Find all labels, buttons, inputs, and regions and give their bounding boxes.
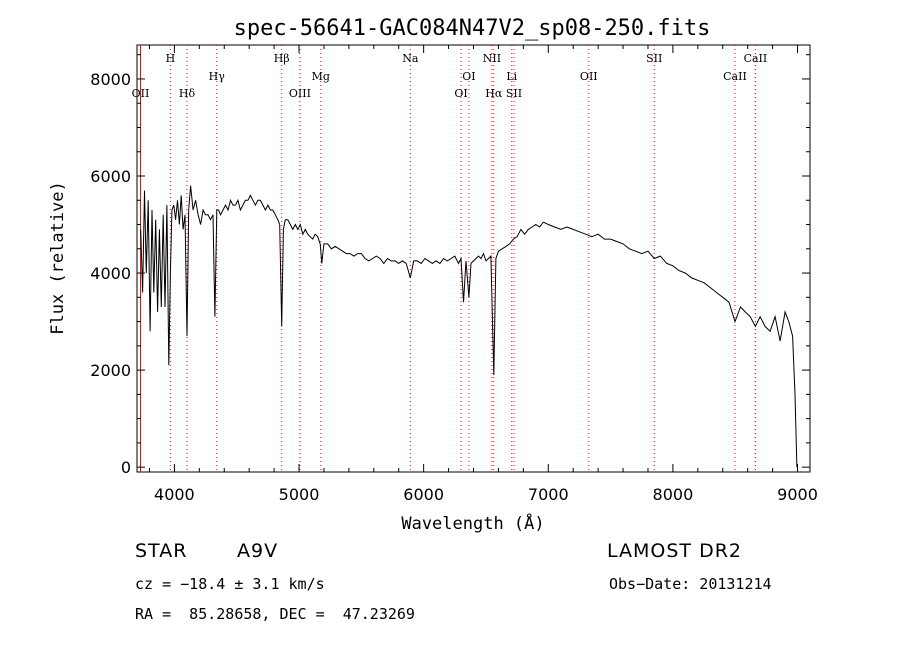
object-class: STAR (135, 540, 188, 562)
line-label-12: Li (506, 70, 517, 83)
y-tick-label-1: 2000 (90, 361, 131, 380)
line-label-7: Na (402, 52, 419, 65)
line-label-8: OI (454, 87, 467, 100)
spectral-line-markers (139, 45, 756, 472)
object-subclass: A9V (237, 540, 279, 562)
observation-date: Obs−Date: 20131214 (609, 575, 772, 593)
y-axis-label: Flux (relative) (48, 181, 68, 335)
plot-frame (136, 44, 811, 473)
y-tick-label-3: 6000 (90, 167, 131, 186)
x-tick-label-5: 9000 (777, 485, 818, 504)
coordinates: RA = 85.28658, DEC = 47.23269 (135, 605, 415, 623)
redshift-value: cz = −18.4 ± 3.1 km/s (135, 575, 325, 593)
y-tick-label-4: 8000 (90, 70, 131, 89)
line-label-2: Hδ (179, 87, 196, 100)
x-tick-label-2: 6000 (403, 485, 444, 504)
chart-title: spec-56641-GAC084N47V2_sp08-250.fits (234, 16, 711, 41)
x-axis-label: Wavelength (Å) (401, 512, 544, 534)
x-tick-label-3: 7000 (528, 485, 569, 504)
y-axis-ticks: 0 2000 4000 6000 8000 (90, 54, 810, 477)
line-label-15: SII (646, 52, 662, 65)
line-label-4: Hβ (274, 52, 290, 65)
line-label-13: SII (506, 87, 522, 100)
line-label-0: OII (132, 87, 150, 100)
spectrum-series-line (140, 185, 798, 468)
line-label-16: CaII (723, 70, 747, 83)
y-tick-label-0: 0 (121, 458, 131, 477)
line-label-6: Mg (312, 70, 330, 83)
x-tick-label-1: 5000 (279, 485, 320, 504)
line-label-11: Hα (485, 87, 503, 100)
x-axis-ticks: 4000 5000 6000 7000 8000 9000 (148, 45, 818, 504)
x-tick-label-0: 4000 (154, 485, 195, 504)
line-label-14: OII (580, 70, 598, 83)
survey-name: LAMOST DR2 (607, 540, 742, 562)
line-label-5: OIII (289, 87, 311, 100)
line-label-10: NII (483, 52, 501, 65)
x-tick-label-4: 8000 (653, 485, 694, 504)
y-tick-label-2: 4000 (90, 264, 131, 283)
line-label-3: Hγ (209, 70, 226, 83)
line-label-1: H (166, 52, 176, 65)
line-label-17: CaII (744, 52, 768, 65)
line-label-9: OI (462, 70, 475, 83)
